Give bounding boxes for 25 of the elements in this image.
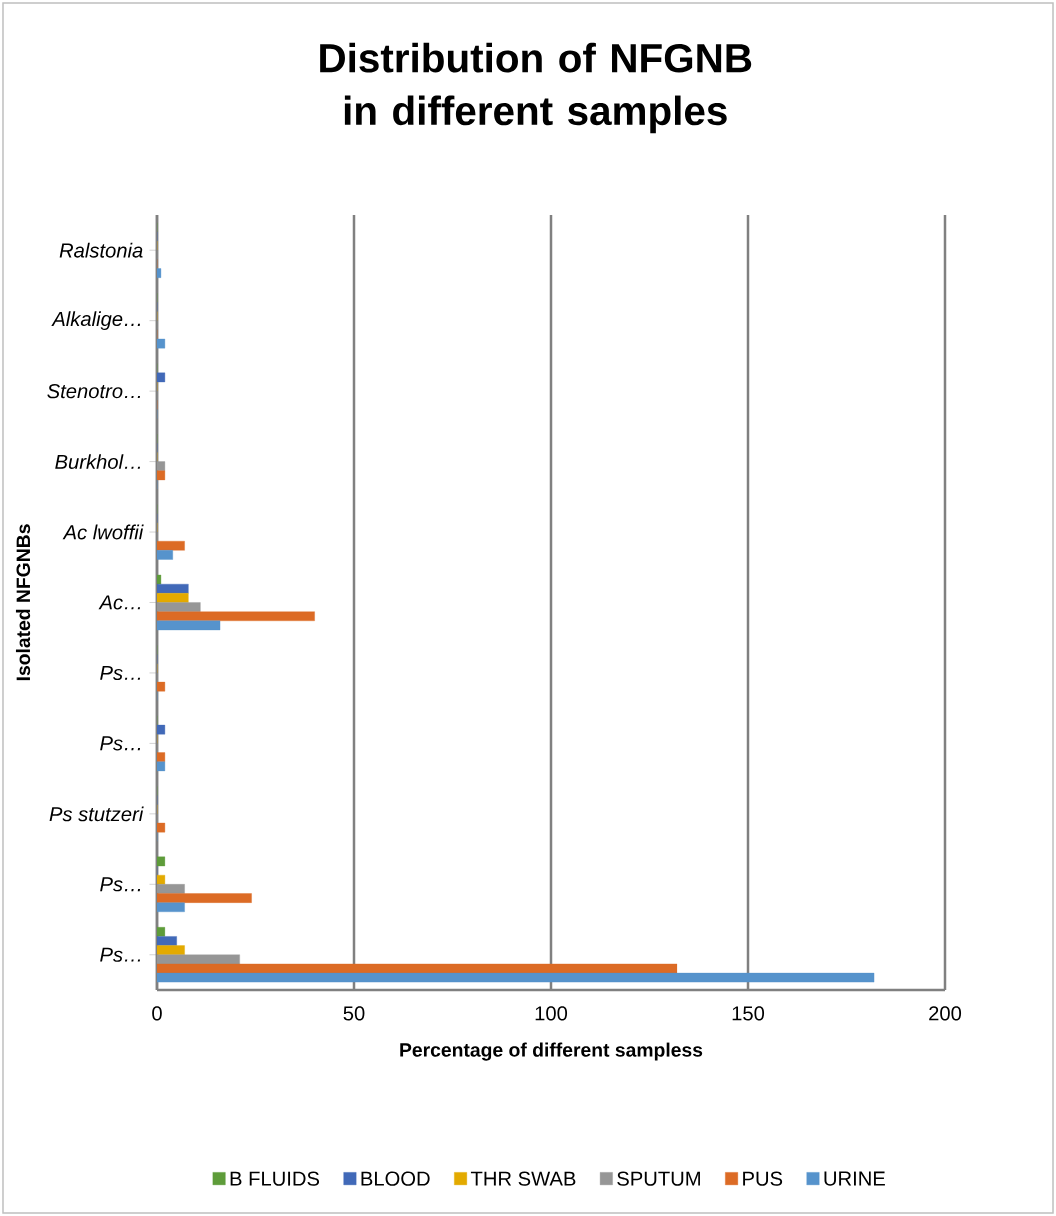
- y-tick-label: Ralstonia: [59, 242, 143, 258]
- x-tick-label: 50: [343, 1006, 365, 1021]
- y-tick-label: Ps stutzeri: [49, 806, 144, 822]
- x-axis-title: Percentage of different sampless: [400, 1042, 703, 1061]
- y-tick-label: Burkhol…: [55, 454, 141, 469]
- legend-label: BLOOD: [361, 1171, 430, 1186]
- y-tick-label: Ac lwoffii: [62, 524, 144, 540]
- x-tick-label: 200: [929, 1006, 962, 1021]
- legend-label: PUS: [743, 1171, 783, 1186]
- y-tick-label: Ac…: [98, 595, 141, 610]
- legend-label: THR SWAB: [470, 1171, 576, 1186]
- y-tick-label: Ps…: [100, 736, 141, 751]
- legend-label: B FLUIDS: [230, 1171, 320, 1186]
- x-tick-label: 0: [152, 1006, 162, 1021]
- legend-label: SPUTUM: [617, 1171, 700, 1186]
- y-tick-label: Stenotro…: [47, 383, 141, 399]
- y-tick-label: Ps…: [100, 947, 141, 962]
- y-tick-label: Ps…: [100, 877, 141, 892]
- y-tick-label: Ps…: [100, 665, 141, 680]
- legend-label: URINE: [824, 1171, 885, 1186]
- y-tick-label: Alkalige…: [51, 311, 141, 331]
- chart-title: Distribution of NFGNB in different samples: [320, 42, 752, 134]
- x-tick-label: 150: [732, 1006, 765, 1021]
- x-tick-label: 100: [535, 1006, 568, 1021]
- y-axis-title: Isolated NFGNBs: [15, 524, 31, 681]
